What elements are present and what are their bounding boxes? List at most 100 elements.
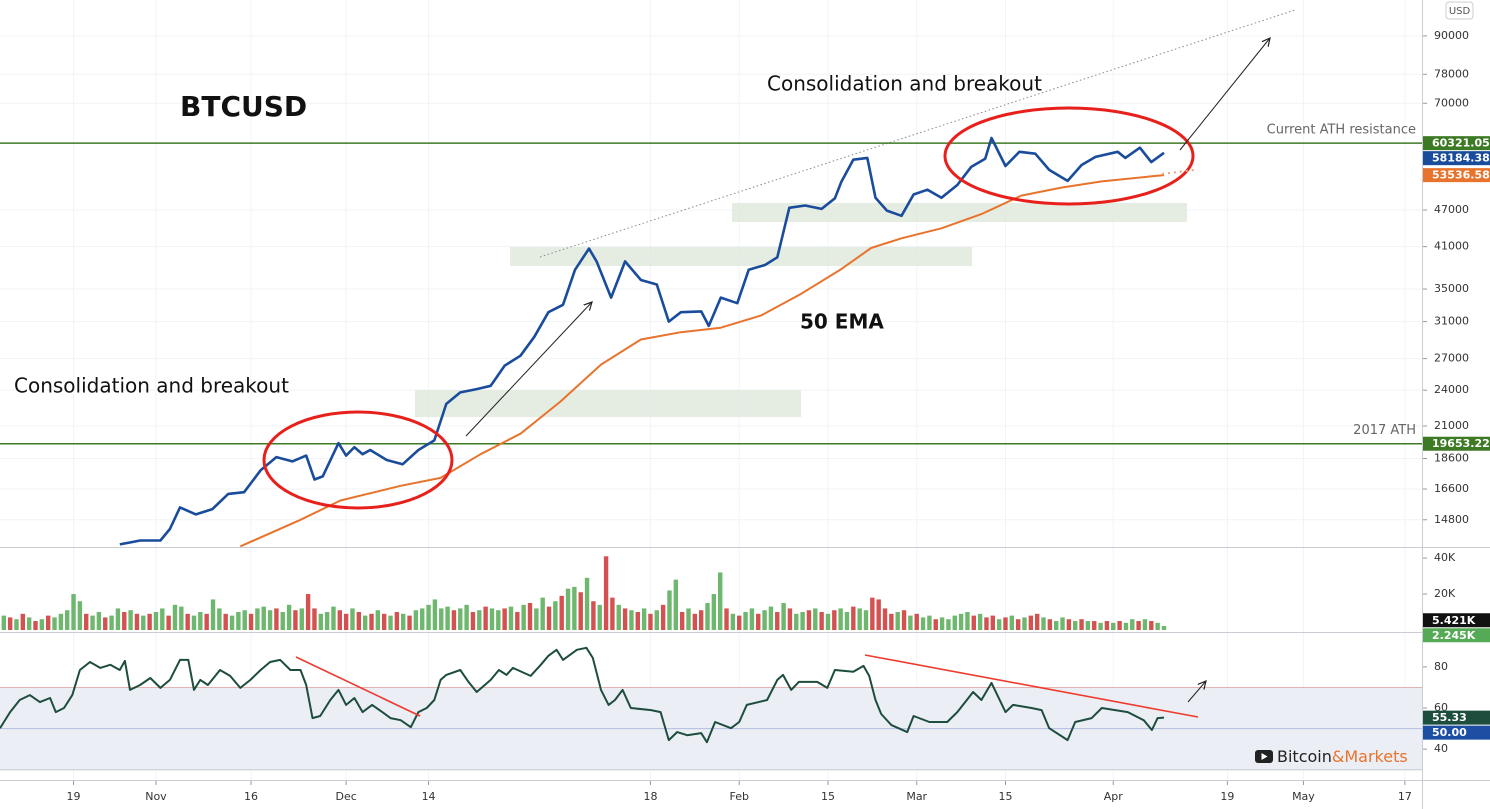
zone (415, 390, 801, 417)
volume-bar (749, 608, 755, 630)
volume-bar (1155, 622, 1160, 630)
volume-bar (45, 615, 51, 630)
volume-bar (1098, 622, 1103, 630)
volume-bar (229, 615, 235, 630)
x-tick-label: 18 (643, 790, 657, 803)
axis-tag (1423, 628, 1490, 643)
volume-bar (464, 604, 469, 630)
volume-bar (84, 613, 89, 630)
y-tick-label: 18600 (1434, 452, 1469, 465)
volume-bar (71, 594, 76, 630)
y-tick-label: 41000 (1434, 240, 1469, 253)
volume-bar (369, 613, 374, 630)
volume-bar (705, 603, 710, 630)
rsi-pane (0, 646, 1422, 771)
volume-bar (261, 606, 266, 630)
volume-bar (312, 608, 317, 630)
volume-bar (775, 612, 780, 630)
volume-bar (591, 601, 596, 630)
volume-bar (1060, 617, 1065, 630)
volume-bar (65, 610, 70, 630)
volume-bar (851, 606, 856, 630)
axis-tag-label: 53536.58 (1432, 169, 1490, 182)
volume-bar (515, 612, 520, 630)
volume-bar (933, 619, 938, 630)
volume-bar (445, 606, 450, 630)
volume-bar (572, 586, 577, 630)
volume-bar (1104, 621, 1110, 630)
volume-bar (990, 615, 996, 630)
volume-bar (147, 613, 152, 630)
level-label: 2017 ATH (1353, 423, 1416, 438)
volume-bar (1149, 621, 1154, 630)
volume-bar (115, 608, 121, 630)
volume-bar (958, 613, 964, 630)
volume-bar (1142, 619, 1148, 630)
volume-bar (356, 612, 362, 630)
volume-bar (534, 608, 539, 630)
volume-bar (616, 604, 621, 630)
volume-bar (927, 615, 932, 630)
volume-bar (635, 612, 640, 630)
volume-bar (1073, 621, 1078, 630)
volume-bar (1130, 619, 1135, 630)
volume-bar (800, 612, 805, 630)
volume-bar (1053, 621, 1059, 630)
volume-bar (134, 613, 140, 630)
volume-bar (920, 617, 926, 630)
grid (0, 0, 1422, 780)
series-line (239, 174, 1165, 547)
volume-bar (521, 604, 526, 630)
x-tick-label: 19 (67, 790, 81, 803)
volume-bar (863, 610, 869, 630)
volume-bar (794, 613, 799, 630)
axis-tag (1423, 168, 1490, 183)
volume-bar (1015, 619, 1021, 630)
x-tick-label: 15 (821, 790, 835, 803)
y-tick-label: 21000 (1434, 419, 1469, 432)
currency[interactable]: USD (1449, 6, 1471, 17)
volume-bar (730, 613, 736, 630)
volume-bar (546, 606, 552, 630)
y-tick-label: 27000 (1434, 352, 1469, 365)
volume-bar (832, 610, 837, 630)
volume-bar (679, 612, 685, 630)
logo-text-part: Bitcoin (1277, 747, 1332, 766)
volume-bar (128, 610, 133, 630)
volume-bar (1041, 617, 1046, 630)
volume-bar (489, 608, 495, 630)
volume-bar (610, 597, 615, 630)
volume-bar (451, 610, 457, 630)
volume-bar (578, 592, 583, 630)
volume-bar (813, 608, 818, 630)
volume-bar (1085, 621, 1091, 630)
volume-bar (673, 579, 679, 630)
level-label: Current ATH resistance (1267, 123, 1416, 138)
x-tick-label: 19 (1220, 790, 1234, 803)
currency-box[interactable] (1445, 1, 1474, 20)
y-tick-label: 24000 (1434, 383, 1469, 396)
volume-bar (458, 608, 463, 630)
volume-bar (698, 610, 704, 630)
volume-bar (7, 617, 13, 630)
volume-bar (362, 615, 368, 630)
axis-tag-label: 55.33 (1432, 711, 1467, 724)
volume-bar (977, 613, 983, 630)
volume-bar (394, 612, 400, 630)
x-tick-label: 15 (998, 790, 1012, 803)
volume-bar (844, 612, 850, 630)
x-tick-label: Dec (336, 790, 357, 803)
volume-bar (14, 619, 19, 630)
rsi-trend-line (864, 654, 1199, 718)
volume-bar (508, 606, 514, 630)
volume-bar (711, 594, 717, 630)
volume-bar (667, 590, 672, 630)
volume-bar (318, 613, 323, 630)
volume-bar (901, 610, 907, 630)
x-tick-label: Nov (145, 790, 167, 803)
volume-bar (153, 612, 159, 630)
volume-bar (895, 612, 900, 630)
y-tick-label: 90000 (1434, 29, 1469, 42)
axis-tag (1423, 710, 1490, 725)
